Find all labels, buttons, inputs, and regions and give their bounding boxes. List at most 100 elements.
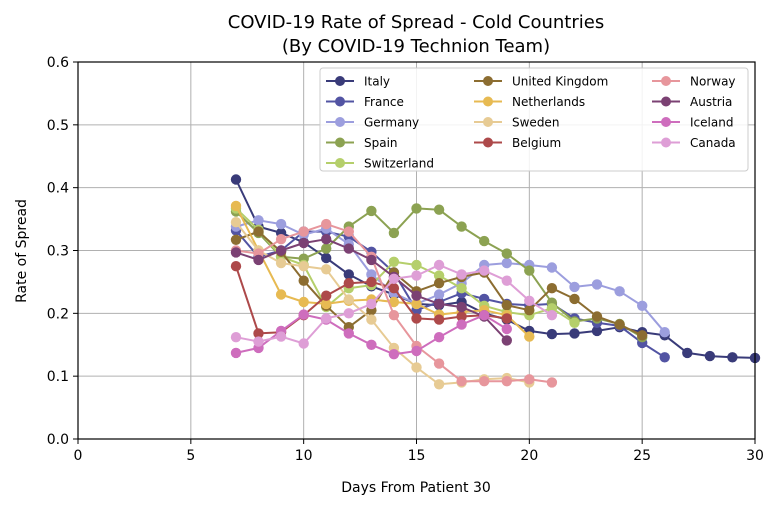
data-point-norway [501, 376, 512, 387]
data-point-norway [298, 226, 309, 237]
data-point-italy [591, 325, 603, 337]
legend-swatch-marker [335, 137, 345, 148]
data-point-germany [366, 269, 377, 280]
data-point-netherlands [275, 289, 287, 300]
data-point-belgium [343, 278, 354, 289]
data-point-iceland [456, 319, 467, 330]
chart-subtitle: (By COVID-19 Technion Team) [282, 36, 550, 57]
legend-item-austria: Austria [652, 95, 732, 109]
legend-label: Switzerland [364, 157, 434, 171]
data-point-united-kingdom [433, 278, 445, 289]
x-tick-label: 20 [520, 448, 538, 464]
legend-label: Iceland [690, 116, 733, 130]
legend-item-switzerland: Switzerland [326, 157, 434, 171]
chart-title: COVID-19 Rate of Spread - Cold Countries [228, 12, 604, 33]
data-point-germany [569, 281, 580, 293]
data-point-germany [591, 279, 603, 290]
data-point-canada [298, 338, 309, 349]
x-tick-label: 10 [295, 448, 313, 464]
data-point-iceland [388, 349, 400, 360]
ticks: 0 5 10 15 20 25 30 0.0 0.1 0.2 0.3 0.4 0.5 0.6 [47, 55, 764, 464]
data-point-norway [275, 234, 287, 245]
data-point-sweden [366, 314, 377, 325]
data-point-italy [343, 269, 354, 280]
legend-item-italy: Italy [326, 75, 390, 89]
legend-label: Germany [364, 116, 419, 130]
data-point-austria [411, 290, 422, 301]
data-point-canada [433, 259, 445, 271]
data-point-germany [275, 218, 287, 230]
data-point-italy [569, 328, 580, 339]
series-line-france [235, 229, 666, 359]
data-point-italy [727, 352, 738, 363]
x-tick-label: 0 [74, 448, 83, 464]
data-point-germany [253, 215, 264, 226]
data-point-austria [230, 247, 242, 258]
data-point-iceland [501, 323, 512, 335]
data-point-united-kingdom [591, 311, 603, 322]
data-point-germany [659, 327, 670, 338]
data-point-iceland [366, 339, 377, 350]
legend-item-norway: Norway [652, 75, 736, 89]
data-point-germany [637, 300, 648, 311]
data-point-iceland [433, 332, 445, 343]
y-axis-label: Rate of Spread [14, 199, 30, 303]
data-point-austria [501, 335, 512, 346]
legend-label: Belgium [512, 136, 561, 150]
y-tick-label: 0.4 [47, 181, 69, 197]
legend-label: France [364, 95, 404, 109]
legend-label: Netherlands [512, 95, 585, 109]
data-point-sweden [411, 362, 422, 373]
data-point-sweden [298, 261, 309, 272]
data-point-switzerland [569, 317, 580, 328]
data-point-sweden [433, 379, 445, 390]
legend-swatch-marker [335, 158, 345, 168]
data-point-belgium [501, 313, 512, 324]
data-point-spain [479, 235, 490, 247]
data-point-norway [388, 310, 400, 321]
x-tick-label: 30 [746, 448, 764, 464]
data-point-spain [388, 227, 400, 239]
data-point-united-kingdom [230, 234, 242, 245]
data-point-united-kingdom [524, 305, 535, 316]
legend-swatch-marker [483, 117, 493, 127]
series-austria [230, 234, 512, 346]
data-point-italy [682, 347, 693, 359]
legend-swatch-marker [483, 137, 493, 148]
legend-item-iceland: Iceland [652, 116, 733, 130]
data-point-united-kingdom [298, 275, 309, 286]
data-point-spain [456, 221, 467, 232]
series-germany [230, 215, 670, 338]
legend-swatch-marker [335, 96, 345, 107]
data-point-sweden [275, 257, 287, 269]
legend-item-canada: Canada [652, 136, 736, 150]
legend-item-germany: Germany [326, 116, 419, 130]
data-point-switzerland [388, 256, 400, 267]
data-point-canada [456, 269, 467, 280]
data-point-sweden [321, 264, 332, 275]
data-point-norway [546, 377, 558, 388]
data-point-italy [704, 350, 716, 362]
data-point-spain [433, 204, 445, 215]
data-point-united-kingdom [501, 300, 512, 311]
legend-label: Austria [690, 95, 732, 109]
data-point-austria [275, 245, 287, 256]
data-point-italy [230, 174, 242, 185]
data-point-austria [321, 234, 332, 245]
legend-swatch-marker [661, 96, 671, 107]
data-point-austria [433, 298, 445, 310]
data-point-germany [433, 289, 445, 300]
data-point-iceland [343, 328, 354, 339]
data-point-italy [321, 252, 332, 264]
data-point-canada [524, 295, 535, 306]
data-point-norway [433, 358, 445, 369]
legend-label: Spain [364, 136, 398, 150]
data-point-norway [524, 374, 535, 385]
series-spain [230, 203, 648, 343]
series-canada [230, 259, 558, 349]
data-point-belgium [411, 313, 422, 324]
data-point-canada [501, 275, 512, 286]
legend-label: Italy [364, 75, 390, 89]
data-point-united-kingdom [546, 283, 558, 294]
data-point-switzerland [456, 283, 467, 294]
